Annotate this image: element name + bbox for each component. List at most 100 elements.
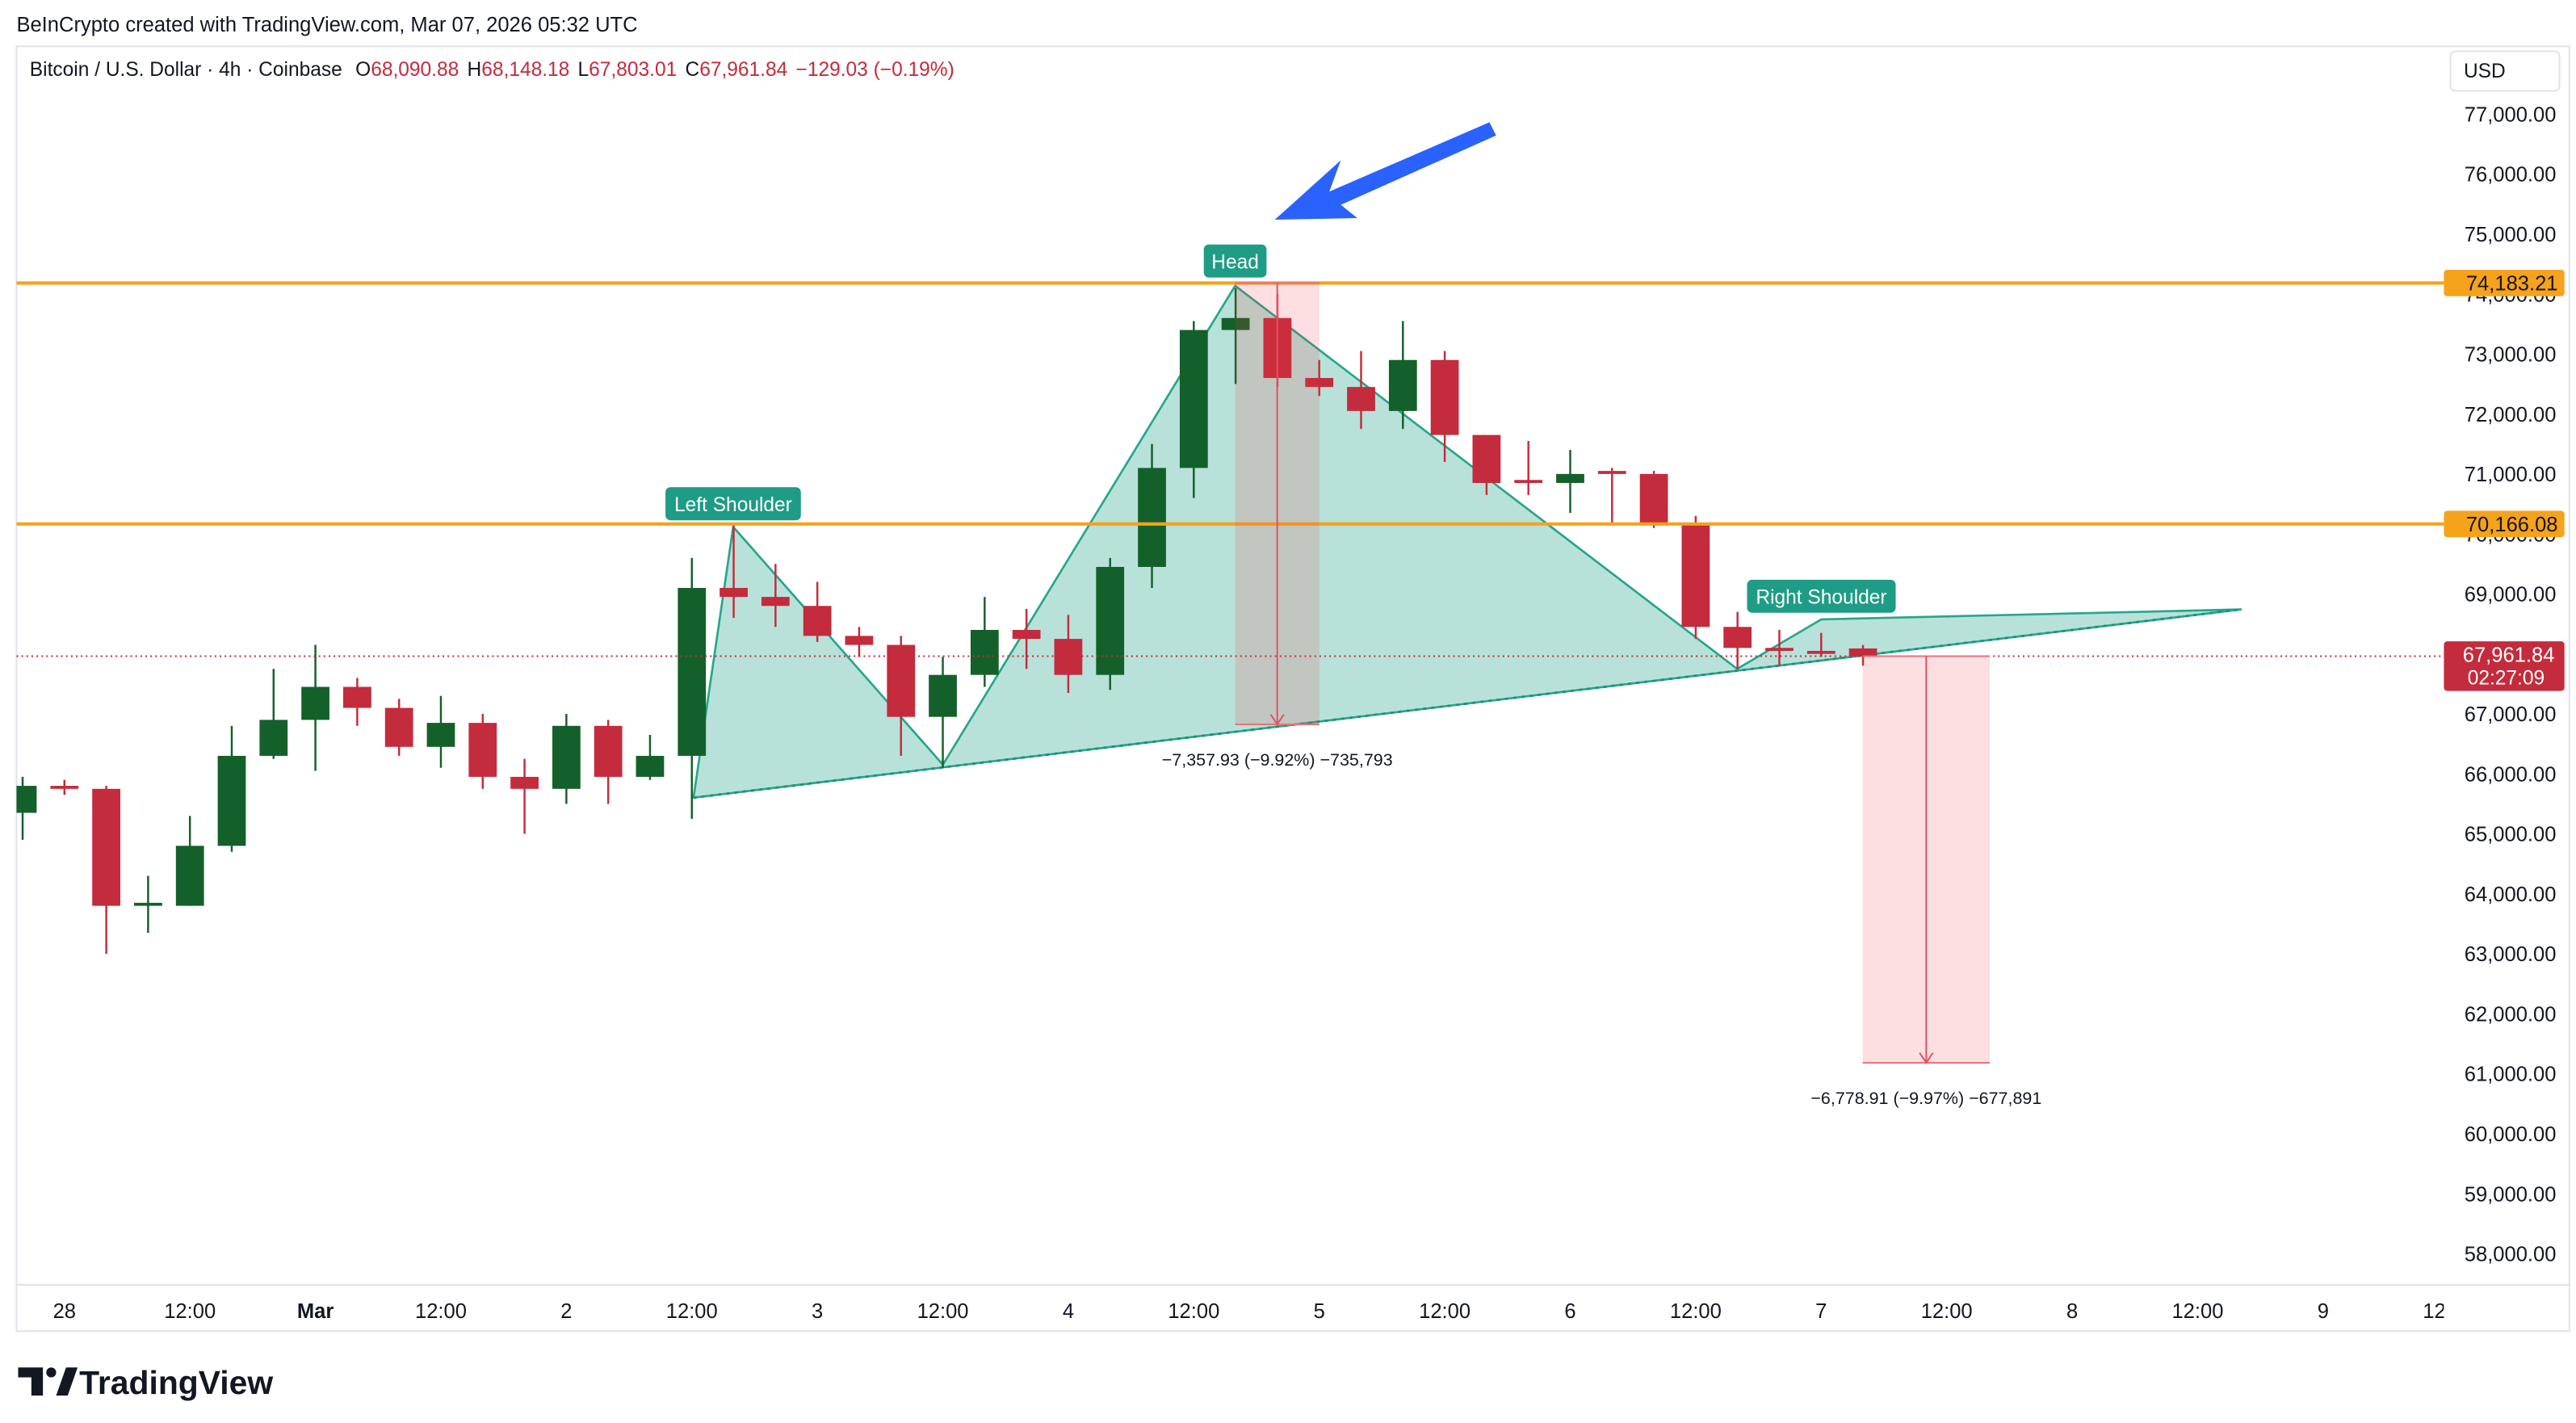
candle-body [720, 587, 748, 598]
x-tick-label: 12:00 [415, 1300, 467, 1323]
time-axis: 28 12:00 Mar 12:00 2 12:00 3 12:00 4 12:00 5 12:00 6… [53, 1300, 2474, 1323]
candle-body [468, 723, 497, 777]
candle-body [50, 786, 79, 789]
x-tick-label: 2 [560, 1300, 572, 1323]
candle-body [1806, 650, 1836, 654]
candle-body [1096, 566, 1125, 675]
y-tick-label: 65,000.00 [2465, 824, 2557, 846]
candle-body [426, 723, 455, 747]
level-label: 70,166.08 [2466, 514, 2558, 536]
level-tag [2444, 510, 2565, 538]
countdown: 02:27:09 [2468, 667, 2545, 689]
measure-arrowhead [1919, 1052, 1934, 1064]
y-tick-label: 75,000.00 [2465, 224, 2557, 246]
ohlc-value: 68,148.18 [481, 59, 569, 81]
candle-body [1597, 471, 1626, 474]
measure-arrowhead [1269, 714, 1285, 726]
candle-body [1723, 627, 1752, 649]
symbol: Bitcoin / U.S. Dollar · 4h · Coinbase [30, 59, 342, 81]
x-tick-label: 4 [1063, 1300, 1074, 1323]
x-tick-label: 12:00 [1168, 1300, 1219, 1323]
x-tick-label: 28 [53, 1300, 76, 1323]
candles [16, 288, 1877, 955]
ohlc-key: O [355, 59, 371, 81]
level-tag [2444, 270, 2565, 296]
ohlc-key: L [578, 59, 589, 81]
price-axis: 58,000.00 59,000.00 60,000.00 61,000.00 62,0… [2444, 103, 2565, 1266]
overlays: −7,357.93 (−9.92%) −735,793 −6,778.91 (−9… [16, 244, 2444, 1108]
candle-body [1012, 629, 1041, 640]
candle-body [1430, 359, 1459, 435]
chart-frame [15, 45, 2570, 1333]
x-tick-label: 12:00 [917, 1300, 969, 1323]
x-tick-label: 12:00 [666, 1300, 718, 1323]
header: BeInCrypto created with TradingView.com,… [16, 14, 637, 36]
measure-label: −6,778.91 (−9.97%) −677,891 [1810, 1089, 2041, 1108]
x-tick-label: 6 [1564, 1300, 1575, 1323]
candle-body [92, 788, 120, 906]
candle-body [1556, 473, 1584, 484]
candle-body [970, 629, 999, 675]
plot-area: −7,357.93 (−9.92%) −735,793 −6,778.91 (−9… [16, 244, 2444, 1108]
symbol-legend: Bitcoin / U.S. Dollar · 4h · Coinbase O 68… [30, 59, 954, 81]
candle-body [845, 636, 874, 645]
y-tick-label: 62,000.00 [2465, 1003, 2557, 1026]
y-tick-label: 77,000.00 [2465, 103, 2557, 126]
change: −129.03 (−0.19%) [796, 59, 954, 81]
currency-box[interactable] [2449, 50, 2561, 92]
candle-body [1347, 387, 1375, 411]
x-tick-label: 8 [2066, 1300, 2078, 1323]
candle-body [510, 776, 539, 789]
x-tick-label: 9 [2318, 1300, 2329, 1323]
candle-body [803, 606, 832, 636]
last-price-tag [2444, 641, 2565, 691]
candle-body [1681, 524, 1710, 628]
pattern-label: Head [1211, 251, 1259, 273]
y-tick-label: 67,000.00 [2465, 703, 2557, 726]
candle-body [175, 846, 204, 906]
x-tick-label: 12:00 [1921, 1300, 1973, 1323]
pattern-label: Right Shoulder [1756, 586, 1886, 608]
brand-logo [18, 1367, 78, 1396]
x-tick-label: 12:00 [2171, 1300, 2223, 1323]
y-tick-label: 59,000.00 [2465, 1183, 2557, 1206]
candle-body [761, 597, 790, 607]
candle-body [1765, 648, 1794, 651]
candle-body [259, 720, 288, 756]
y-tick-label: 72,000.00 [2465, 404, 2557, 426]
x-tick-label: 5 [1314, 1300, 1325, 1323]
y-tick-label: 61,000.00 [2465, 1064, 2557, 1086]
ohlc-key: H [468, 59, 482, 81]
x-tick-label: 12:00 [2423, 1300, 2474, 1323]
neckline [693, 608, 2242, 800]
x-tick-label: 12:00 [1419, 1300, 1471, 1323]
y-tick-label: 58,000.00 [2465, 1244, 2557, 1266]
y-tick-label: 76,000.00 [2465, 164, 2557, 187]
x-tick-label: 3 [812, 1300, 823, 1323]
y-tick-label: 69,000.00 [2465, 584, 2557, 607]
x-tick-label: 12:00 [164, 1300, 216, 1323]
currency[interactable]: USD [2464, 61, 2506, 82]
x-tick-label: 12:00 [1670, 1300, 1722, 1323]
candle-body [678, 587, 707, 756]
pattern-label-box [665, 487, 801, 521]
pointer-arrow [1274, 122, 1496, 220]
candle-body [594, 725, 623, 777]
ohlc-value: 67,961.84 [699, 59, 787, 81]
candle-body [1221, 317, 1250, 330]
candle-body [1179, 330, 1208, 468]
candle-body [552, 725, 581, 789]
pattern-label-box [1203, 244, 1267, 278]
y-tick-label: 71,000.00 [2465, 464, 2557, 486]
candle-body [384, 707, 413, 747]
candle-body [301, 686, 329, 720]
candle-body [636, 755, 665, 777]
y-tick-label: 64,000.00 [2465, 884, 2557, 906]
measure-label: −7,357.93 (−9.92%) −735,793 [1162, 750, 1393, 770]
candle-body [1514, 480, 1543, 484]
candle-body [134, 902, 162, 906]
candle-body [1639, 473, 1668, 525]
